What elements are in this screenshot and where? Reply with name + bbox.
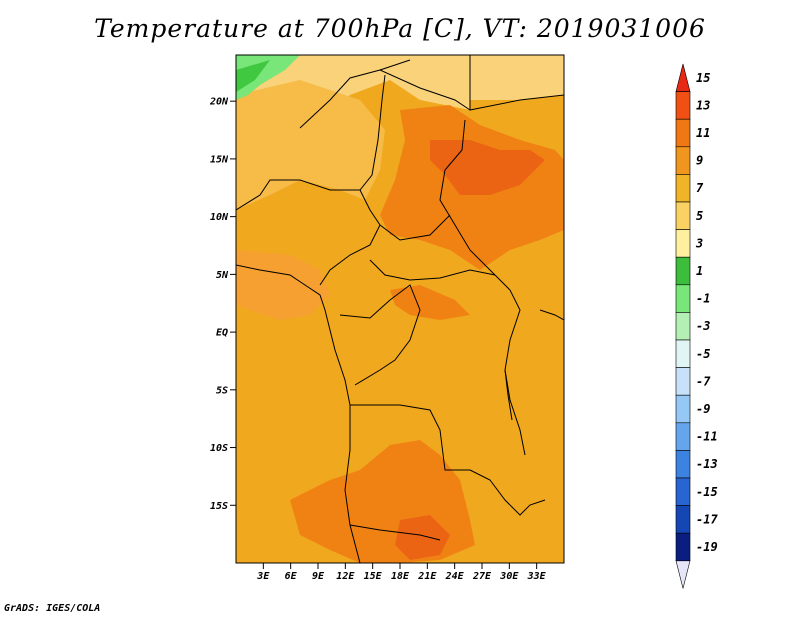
lat-tick-label: 10S bbox=[210, 443, 228, 454]
lon-tick-label: 15E bbox=[364, 571, 383, 582]
colorbar-swatch bbox=[675, 422, 691, 451]
lon-tick-label: 21E bbox=[417, 571, 437, 582]
border-car-north bbox=[379, 214, 451, 241]
colorbar-swatch bbox=[675, 118, 691, 148]
lon-tick-label: 18E bbox=[391, 571, 410, 582]
lat-tick-label: EQ bbox=[216, 328, 228, 339]
lon-tick-label: 9E bbox=[312, 571, 325, 582]
colorbar-label: 15 bbox=[696, 71, 710, 85]
colorbar-label: 7 bbox=[696, 181, 704, 195]
field-hot-south bbox=[395, 515, 450, 560]
border-angola-namibia bbox=[349, 524, 441, 541]
colorbar-label: -17 bbox=[696, 512, 718, 526]
lon-tick-label: 12E bbox=[336, 571, 355, 582]
field-medium-west bbox=[236, 250, 330, 320]
border-chad-sudan bbox=[439, 119, 496, 276]
colorbar-label: -15 bbox=[696, 485, 718, 499]
colorbar-swatch bbox=[675, 201, 691, 230]
colorbar-swatch bbox=[675, 394, 691, 424]
colorbar-label: -5 bbox=[696, 347, 710, 361]
coast-gulf bbox=[236, 264, 361, 563]
lat-tick-label: 10N bbox=[210, 212, 229, 223]
colorbar-label: 5 bbox=[696, 209, 703, 223]
lat-tick-label: 5S bbox=[216, 385, 228, 396]
border-car-south bbox=[369, 259, 496, 281]
country-borders bbox=[236, 55, 564, 563]
colorbar-swatch bbox=[675, 450, 691, 479]
border-zambia bbox=[469, 469, 546, 516]
lat-tick-label: 15S bbox=[210, 501, 228, 512]
credit-text: GrADS: IGES/COLA bbox=[4, 603, 101, 614]
lon-tick-label: 6E bbox=[285, 571, 298, 582]
lat-tick-label: 15N bbox=[210, 154, 229, 165]
colorbar-swatch bbox=[675, 91, 691, 120]
border-nigeria-cameroon bbox=[319, 189, 381, 286]
border-uganda-kenya bbox=[539, 309, 564, 321]
lon-tick-label: 33E bbox=[527, 571, 547, 582]
colorbar-swatch bbox=[675, 174, 691, 203]
colorbar-swatch bbox=[675, 477, 691, 506]
lat-tick-label: 20N bbox=[209, 97, 229, 108]
border-algeria-niger bbox=[299, 59, 411, 129]
colorbar-swatch bbox=[675, 532, 691, 562]
colorbar-label: -3 bbox=[696, 319, 710, 333]
field-light-ne bbox=[470, 55, 564, 100]
field-light-north bbox=[236, 80, 385, 210]
colorbar-swatch bbox=[675, 284, 691, 313]
temperature-field bbox=[236, 55, 564, 563]
colorbar-arrow-bottom bbox=[675, 560, 691, 589]
colorbar-label: 11 bbox=[696, 126, 710, 140]
colorbar-swatch bbox=[675, 256, 691, 286]
colorbar-label: 1 bbox=[696, 264, 703, 278]
colorbar: 15 13 11 9 7 5 3 1 -1 -3 -5 -7 -9 -11 -13 -15 -17 -19 bbox=[675, 63, 718, 589]
longitude-axis: 3E 6E 9E 12E 15E 18E 21E 24E 27E 30E 33E bbox=[256, 563, 547, 582]
colorbar-swatch bbox=[675, 229, 691, 258]
border-libya-egypt bbox=[469, 55, 564, 111]
colorbar-label: -11 bbox=[696, 430, 718, 444]
colorbar-label: -7 bbox=[696, 374, 711, 388]
colorbar-label: -9 bbox=[696, 402, 710, 416]
field-warm-central bbox=[390, 285, 470, 320]
colorbar-label: 3 bbox=[695, 236, 703, 250]
lon-tick-label: 30E bbox=[499, 571, 519, 582]
colorbar-label: -19 bbox=[696, 540, 718, 554]
colorbar-swatch bbox=[675, 312, 691, 341]
latitude-axis: 20N 15N 10N 5N EQ 5S 10S 15S bbox=[209, 97, 236, 512]
border-drc-east bbox=[494, 274, 526, 456]
colorbar-arrow-top bbox=[675, 63, 691, 92]
colorbar-swatch bbox=[675, 367, 691, 396]
colorbar-swatch bbox=[675, 339, 691, 368]
border-angola-drc bbox=[350, 404, 470, 471]
colorbar-label: -13 bbox=[696, 457, 718, 471]
border-congo-drc bbox=[339, 284, 421, 386]
lon-tick-label: 24E bbox=[445, 571, 465, 582]
chart-title: Temperature at 700hPa [C], VT: 201903100… bbox=[94, 14, 706, 43]
colorbar-label: 9 bbox=[696, 154, 703, 168]
field-darkgreen-corner bbox=[236, 60, 270, 92]
lon-tick-label: 3E bbox=[256, 571, 270, 582]
colorbar-swatch bbox=[675, 146, 691, 175]
coast-lake-tanganyika bbox=[504, 369, 513, 421]
colorbar-label: 13 bbox=[696, 98, 710, 112]
colorbar-swatch bbox=[675, 505, 691, 534]
lon-tick-label: 27E bbox=[472, 571, 492, 582]
border-mali-niger bbox=[236, 74, 386, 211]
border-niger-chad bbox=[379, 69, 471, 111]
colorbar-label: -1 bbox=[696, 292, 710, 306]
lat-tick-label: 5N bbox=[216, 270, 229, 281]
